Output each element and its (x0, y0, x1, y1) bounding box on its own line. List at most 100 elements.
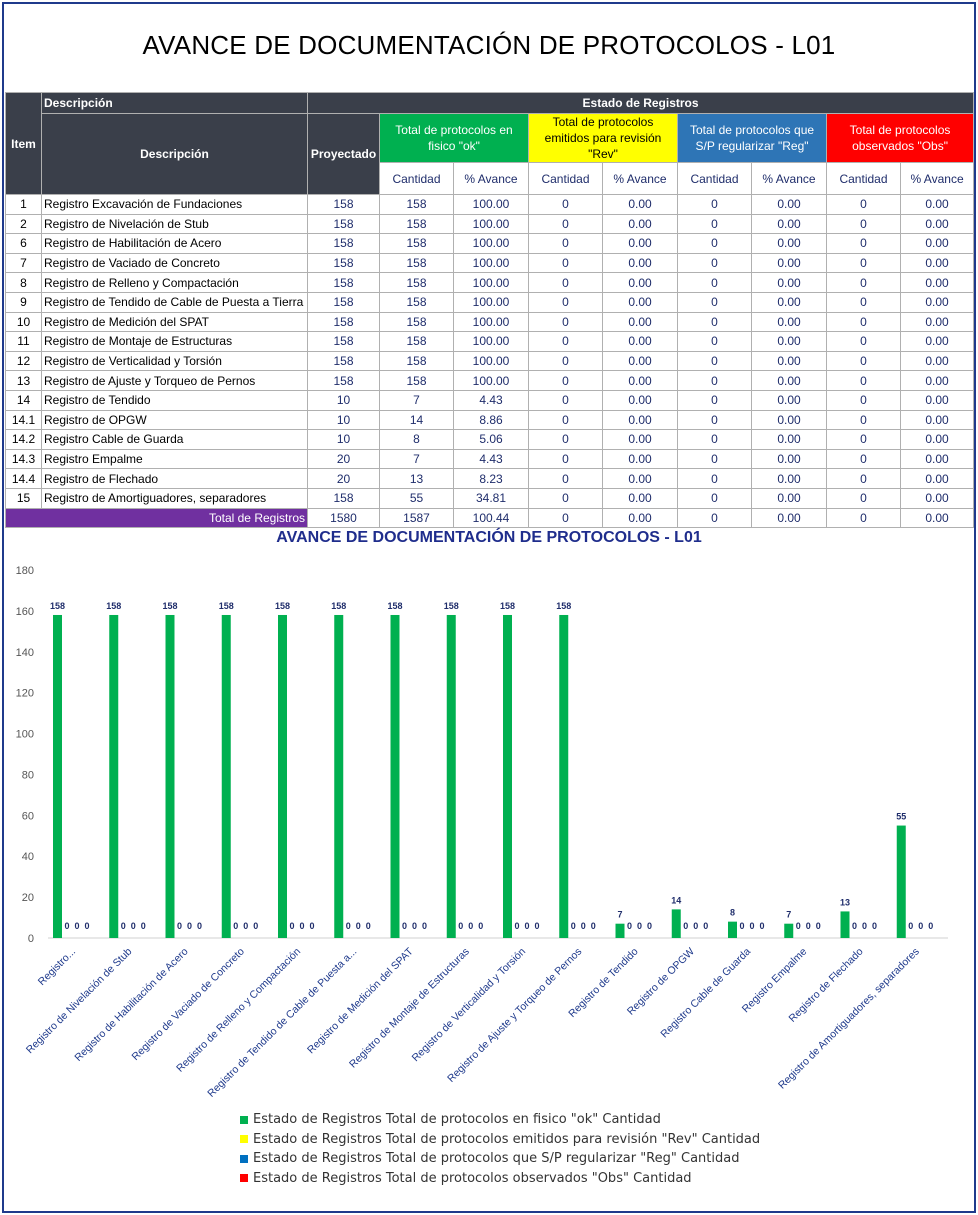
cell-value: 0 (528, 272, 603, 293)
y-tick-label: 40 (22, 851, 34, 863)
cell-value: 0.00 (899, 291, 975, 313)
cell-value: 0 (826, 370, 901, 391)
data-label-zero: 0 (591, 921, 596, 931)
data-label-zero: 0 (637, 921, 642, 931)
cell-value: 7 (379, 448, 454, 470)
cell-value: 0.00 (751, 291, 827, 313)
cell-description: Registro de Vaciado de Concreto (41, 252, 308, 274)
cell-item: 14 (5, 389, 42, 411)
cell-value: 0 (677, 448, 752, 470)
cell-value: 0.00 (751, 213, 827, 235)
cell-value: 158 (379, 311, 454, 333)
bar-ok (615, 923, 625, 938)
cell-value: 4.43 (453, 448, 529, 470)
y-tick-label: 100 (16, 729, 34, 741)
header-cantidad: Cantidad (379, 162, 454, 195)
cell-value: 100.00 (453, 331, 529, 352)
x-tick-label: Registro de Montaje de Estructuras (347, 946, 472, 1071)
data-label-zero: 0 (141, 921, 146, 931)
cell-value: 0.00 (751, 331, 827, 352)
cell-value: 0.00 (751, 252, 827, 274)
table-row: 14.1 Registro de OPGW 10 14 8.86 0 0.00 0 0.00 0 0… (5, 409, 975, 431)
cell-value: 0.00 (602, 350, 678, 372)
data-label-zero: 0 (233, 921, 238, 931)
cell-value: 0.00 (751, 429, 827, 450)
cell-value: 0 (826, 233, 901, 254)
data-label-zero: 0 (422, 921, 427, 931)
cell-value: 0.00 (899, 350, 975, 372)
cell-description: Registro de Tendido de Cable de Puesta a… (41, 291, 308, 313)
data-label-zero: 0 (862, 921, 867, 931)
header-ok: Total de protocolos en fisico "ok" (379, 113, 529, 163)
cell-value: 0.00 (899, 311, 975, 333)
cell-description: Registro de Amortiguadores, separadores (41, 487, 308, 509)
data-label-zero: 0 (356, 921, 361, 931)
data-label-zero: 0 (703, 921, 708, 931)
cell-value: 0 (528, 252, 603, 274)
cell-value: 5.06 (453, 429, 529, 450)
x-tick-label: Registro de Medición del SPAT (305, 945, 416, 1056)
table-row: 14 Registro de Tendido 10 7 4.43 0 0.00 0 0.00 0 0… (5, 389, 975, 411)
legend-label-ok: Estado de Registros Total de protocolos … (253, 1112, 661, 1128)
cell-value: 0 (528, 429, 603, 450)
cell-value: 0.00 (602, 389, 678, 411)
cell-value: 100.00 (453, 350, 529, 372)
cell-item: 10 (5, 311, 42, 333)
cell-value: 0.00 (899, 194, 975, 215)
y-tick-label: 20 (22, 892, 34, 904)
data-label-zero: 0 (478, 921, 483, 931)
chart-legend: Estado de Registros Total de protocolos … (240, 1110, 760, 1188)
total-value: 0.00 (602, 507, 678, 529)
cell-value: 10 (307, 389, 380, 411)
bar-ok (334, 614, 344, 938)
cell-value: 0.00 (751, 409, 827, 431)
cell-value: 0 (528, 389, 603, 411)
cell-value: 0.00 (899, 409, 975, 431)
data-label-zero: 0 (346, 921, 351, 931)
chart-title: AVANCE DE DOCUMENTACIÓN DE PROTOCOLOS - … (276, 529, 702, 546)
cell-value: 0.00 (602, 370, 678, 391)
header-obs: Total de protocolos observados "Obs" (825, 113, 975, 163)
cell-description: Registro Empalme (41, 448, 308, 470)
cell-value: 20 (307, 468, 380, 489)
cell-description: Registro de Relleno y Compactación (41, 272, 308, 293)
header-proyectado: Proyectado (307, 113, 380, 195)
cell-value: 0.00 (899, 370, 975, 391)
data-label-ok: 8 (730, 908, 735, 918)
cell-item: 14.2 (5, 429, 42, 450)
data-label-zero: 0 (458, 921, 463, 931)
data-label-zero: 0 (872, 921, 877, 931)
cell-value: 158 (379, 350, 454, 372)
data-label-ok: 55 (896, 812, 906, 822)
cell-value: 0.00 (899, 252, 975, 274)
data-label-zero: 0 (468, 921, 473, 931)
header-avance: % Avance (899, 162, 975, 195)
cell-value: 0 (677, 370, 752, 391)
cell-value: 0.00 (751, 311, 827, 333)
data-label-zero: 0 (299, 921, 304, 931)
data-label-zero: 0 (64, 921, 69, 931)
cell-value: 0 (528, 448, 603, 470)
data-label-zero: 0 (759, 921, 764, 931)
total-row: Total de Registros 1580 1587 100.44 0 0.00 0 0.… (5, 507, 975, 529)
legend-swatch-rev (240, 1135, 248, 1144)
data-label-zero: 0 (253, 921, 258, 931)
data-label-zero: 0 (366, 921, 371, 931)
cell-value: 158 (379, 252, 454, 274)
total-label: Total de Registros (5, 507, 308, 529)
cell-value: 0.00 (751, 448, 827, 470)
cell-value: 0 (677, 233, 752, 254)
cell-value: 0 (826, 468, 901, 489)
cell-item: 12 (5, 350, 42, 372)
cell-value: 0.00 (751, 272, 827, 293)
data-label-ok: 158 (275, 601, 290, 611)
cell-value: 0 (677, 389, 752, 411)
data-label-ok: 7 (617, 910, 622, 920)
table-row: 15 Registro de Amortiguadores, separadore… (5, 487, 975, 509)
cell-value: 0 (677, 194, 752, 215)
cell-item: 15 (5, 487, 42, 509)
data-label-zero: 0 (796, 921, 801, 931)
cell-value: 100.00 (453, 370, 529, 391)
header-cantidad: Cantidad (677, 162, 752, 195)
cell-description: Registro Cable de Guarda (41, 429, 308, 450)
